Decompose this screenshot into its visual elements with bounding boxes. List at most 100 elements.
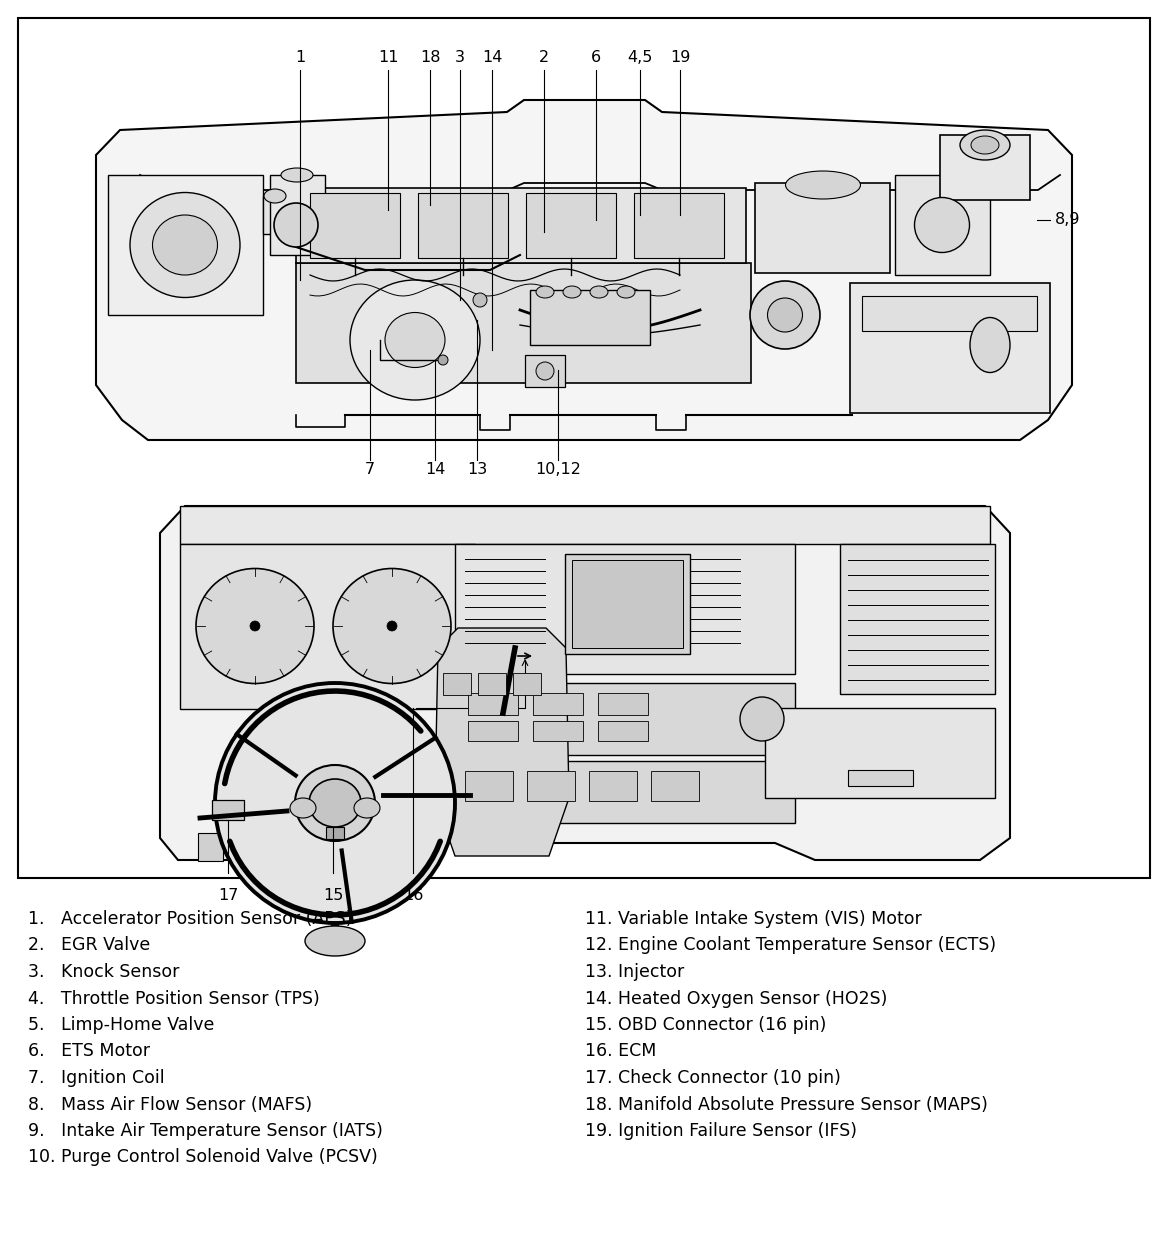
Text: 1.   Accelerator Position Sensor (APS): 1. Accelerator Position Sensor (APS) <box>28 910 353 928</box>
Bar <box>513 672 541 695</box>
Text: 9.   Intake Air Temperature Sensor (IATS): 9. Intake Air Temperature Sensor (IATS) <box>28 1123 383 1140</box>
Bar <box>456 760 795 823</box>
Bar <box>755 184 890 273</box>
Ellipse shape <box>473 293 487 307</box>
Bar <box>263 196 318 234</box>
Ellipse shape <box>296 766 375 841</box>
Bar <box>530 290 651 344</box>
Bar <box>278 833 303 861</box>
Bar <box>589 771 637 801</box>
Polygon shape <box>434 628 569 856</box>
Ellipse shape <box>385 313 445 367</box>
Text: 3: 3 <box>456 50 465 65</box>
Ellipse shape <box>310 779 361 827</box>
Bar <box>468 722 517 740</box>
Text: 4,5: 4,5 <box>627 50 653 65</box>
Text: 19: 19 <box>669 50 690 65</box>
Text: 6.   ETS Motor: 6. ETS Motor <box>28 1042 150 1061</box>
Ellipse shape <box>264 189 286 202</box>
Text: 14. Heated Oxygen Sensor (HO2S): 14. Heated Oxygen Sensor (HO2S) <box>585 989 888 1008</box>
Bar <box>526 194 616 258</box>
Text: 16. ECM: 16. ECM <box>585 1042 656 1061</box>
Bar <box>598 722 648 740</box>
Ellipse shape <box>617 287 635 298</box>
Ellipse shape <box>354 798 380 818</box>
Bar <box>465 771 513 801</box>
Ellipse shape <box>971 136 999 155</box>
Bar <box>456 683 795 755</box>
Text: 19. Ignition Failure Sensor (IFS): 19. Ignition Failure Sensor (IFS) <box>585 1123 857 1140</box>
Bar <box>940 134 1030 200</box>
Bar <box>270 175 325 255</box>
Bar <box>651 771 698 801</box>
Bar <box>180 507 990 544</box>
Bar <box>443 672 471 695</box>
Ellipse shape <box>590 287 609 298</box>
Text: 10. Purge Control Solenoid Valve (PCSV): 10. Purge Control Solenoid Valve (PCSV) <box>28 1149 377 1166</box>
Text: 15. OBD Connector (16 pin): 15. OBD Connector (16 pin) <box>585 1016 827 1035</box>
Bar <box>634 194 724 258</box>
Ellipse shape <box>130 192 239 298</box>
Ellipse shape <box>274 202 318 246</box>
Bar <box>527 771 575 801</box>
Bar <box>533 693 583 715</box>
Ellipse shape <box>153 215 217 275</box>
Bar <box>524 354 565 387</box>
Bar <box>107 175 263 316</box>
Bar <box>213 799 244 820</box>
Bar <box>840 544 995 694</box>
Ellipse shape <box>767 298 802 332</box>
Ellipse shape <box>750 282 820 349</box>
Ellipse shape <box>350 280 480 400</box>
Bar <box>199 833 223 861</box>
Ellipse shape <box>915 197 969 253</box>
Text: 17: 17 <box>217 889 238 904</box>
Text: 3.   Knock Sensor: 3. Knock Sensor <box>28 963 180 980</box>
Bar <box>848 771 913 786</box>
Text: 5.   Limp-Home Valve: 5. Limp-Home Valve <box>28 1016 215 1035</box>
Bar <box>326 827 345 838</box>
Bar <box>598 693 648 715</box>
Bar <box>18 18 1150 877</box>
Bar <box>296 189 746 263</box>
Text: 8,9: 8,9 <box>1055 212 1080 228</box>
Text: 4.   Throttle Position Sensor (TPS): 4. Throttle Position Sensor (TPS) <box>28 989 320 1008</box>
Ellipse shape <box>536 287 554 298</box>
Bar <box>862 295 1037 331</box>
Ellipse shape <box>333 568 451 684</box>
Text: 8.   Mass Air Flow Sensor (MAFS): 8. Mass Air Flow Sensor (MAFS) <box>28 1096 312 1114</box>
Bar <box>238 833 263 861</box>
Ellipse shape <box>250 621 260 631</box>
Text: 2.   EGR Valve: 2. EGR Valve <box>28 936 151 954</box>
Bar <box>296 263 751 383</box>
Polygon shape <box>160 507 1010 860</box>
Bar <box>180 544 475 709</box>
Text: 15: 15 <box>322 889 343 904</box>
Text: 14: 14 <box>482 50 502 65</box>
Bar <box>850 283 1050 414</box>
Bar <box>533 722 583 740</box>
Text: 11. Variable Intake System (VIS) Motor: 11. Variable Intake System (VIS) Motor <box>585 910 922 928</box>
Bar <box>468 693 517 715</box>
Bar <box>456 544 795 674</box>
Bar <box>418 194 508 258</box>
Text: 17. Check Connector (10 pin): 17. Check Connector (10 pin) <box>585 1068 841 1087</box>
Polygon shape <box>96 101 1072 440</box>
Text: 18. Manifold Absolute Pressure Sensor (MAPS): 18. Manifold Absolute Pressure Sensor (M… <box>585 1096 988 1114</box>
Ellipse shape <box>215 683 456 923</box>
Ellipse shape <box>741 696 784 740</box>
Text: 7.   Ignition Coil: 7. Ignition Coil <box>28 1068 165 1087</box>
Ellipse shape <box>281 168 313 182</box>
Text: 2: 2 <box>538 50 549 65</box>
Text: 13: 13 <box>467 463 487 478</box>
Ellipse shape <box>387 621 397 631</box>
Bar <box>765 708 995 798</box>
Ellipse shape <box>196 568 314 684</box>
Bar <box>572 561 683 649</box>
Ellipse shape <box>305 926 364 957</box>
Text: 11: 11 <box>377 50 398 65</box>
Bar <box>312 806 354 828</box>
Text: 14: 14 <box>425 463 445 478</box>
Ellipse shape <box>960 129 1010 160</box>
Bar <box>565 554 690 654</box>
